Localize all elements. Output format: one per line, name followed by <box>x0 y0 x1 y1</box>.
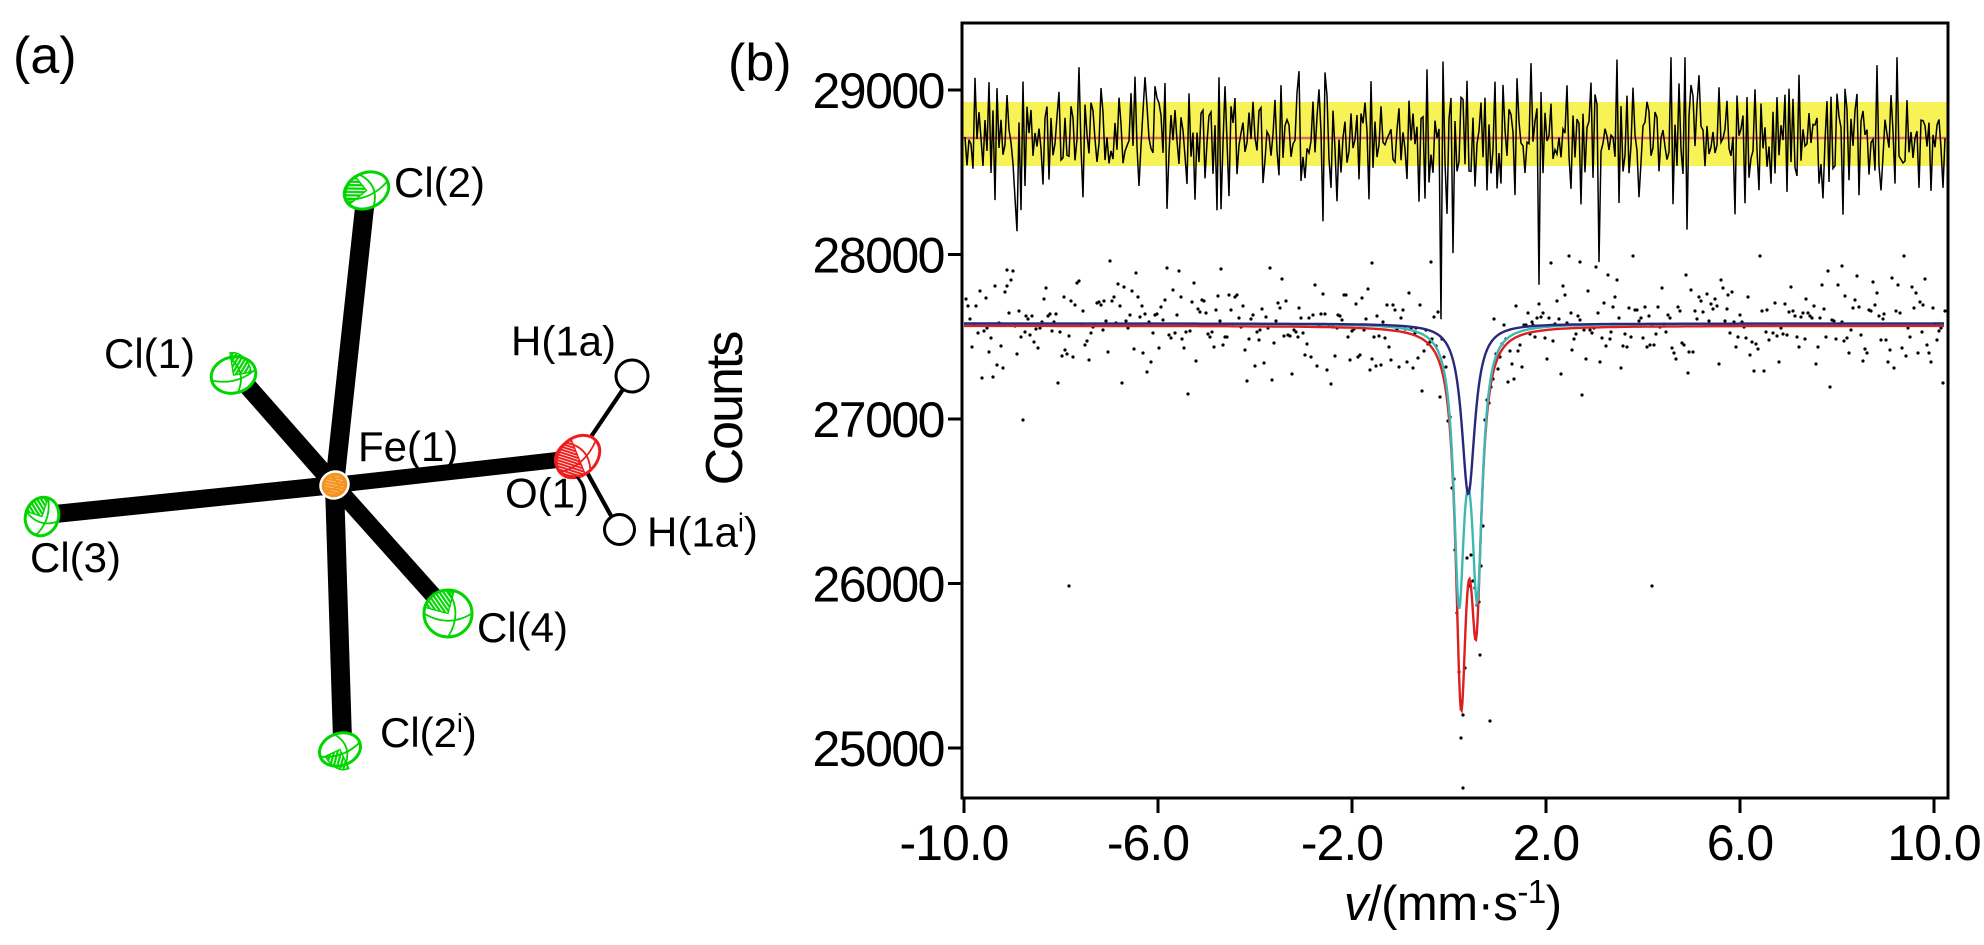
svg-text:Cl(1): Cl(1) <box>104 330 195 377</box>
svg-text:25000: 25000 <box>812 721 944 777</box>
svg-text:v/(mm·s-1): v/(mm·s-1) <box>1344 873 1562 931</box>
svg-text:28000: 28000 <box>812 228 944 284</box>
svg-text:26000: 26000 <box>812 557 944 613</box>
svg-text:10.0: 10.0 <box>1887 815 1980 871</box>
svg-text:Cl(2i): Cl(2i) <box>380 708 477 756</box>
svg-text:29000: 29000 <box>812 63 944 119</box>
svg-text:Cl(2): Cl(2) <box>394 159 485 206</box>
svg-text:H(1ai): H(1ai) <box>647 508 758 556</box>
svg-text:-10.0: -10.0 <box>900 815 1009 871</box>
svg-text:H(1a): H(1a) <box>511 318 616 365</box>
svg-text:Fe(1): Fe(1) <box>358 423 458 470</box>
svg-text:6.0: 6.0 <box>1707 815 1774 871</box>
svg-text:Cl(4): Cl(4) <box>477 604 568 651</box>
svg-text:-6.0: -6.0 <box>1107 815 1189 871</box>
svg-text:27000: 27000 <box>812 392 944 448</box>
svg-text:O(1): O(1) <box>505 470 589 517</box>
svg-text:Cl(3): Cl(3) <box>30 534 121 581</box>
svg-text:2.0: 2.0 <box>1513 815 1580 871</box>
svg-text:-2.0: -2.0 <box>1301 815 1383 871</box>
svg-text:Counts: Counts <box>696 332 754 486</box>
svg-text:(b): (b) <box>728 34 792 92</box>
svg-text:(a): (a) <box>13 27 77 85</box>
